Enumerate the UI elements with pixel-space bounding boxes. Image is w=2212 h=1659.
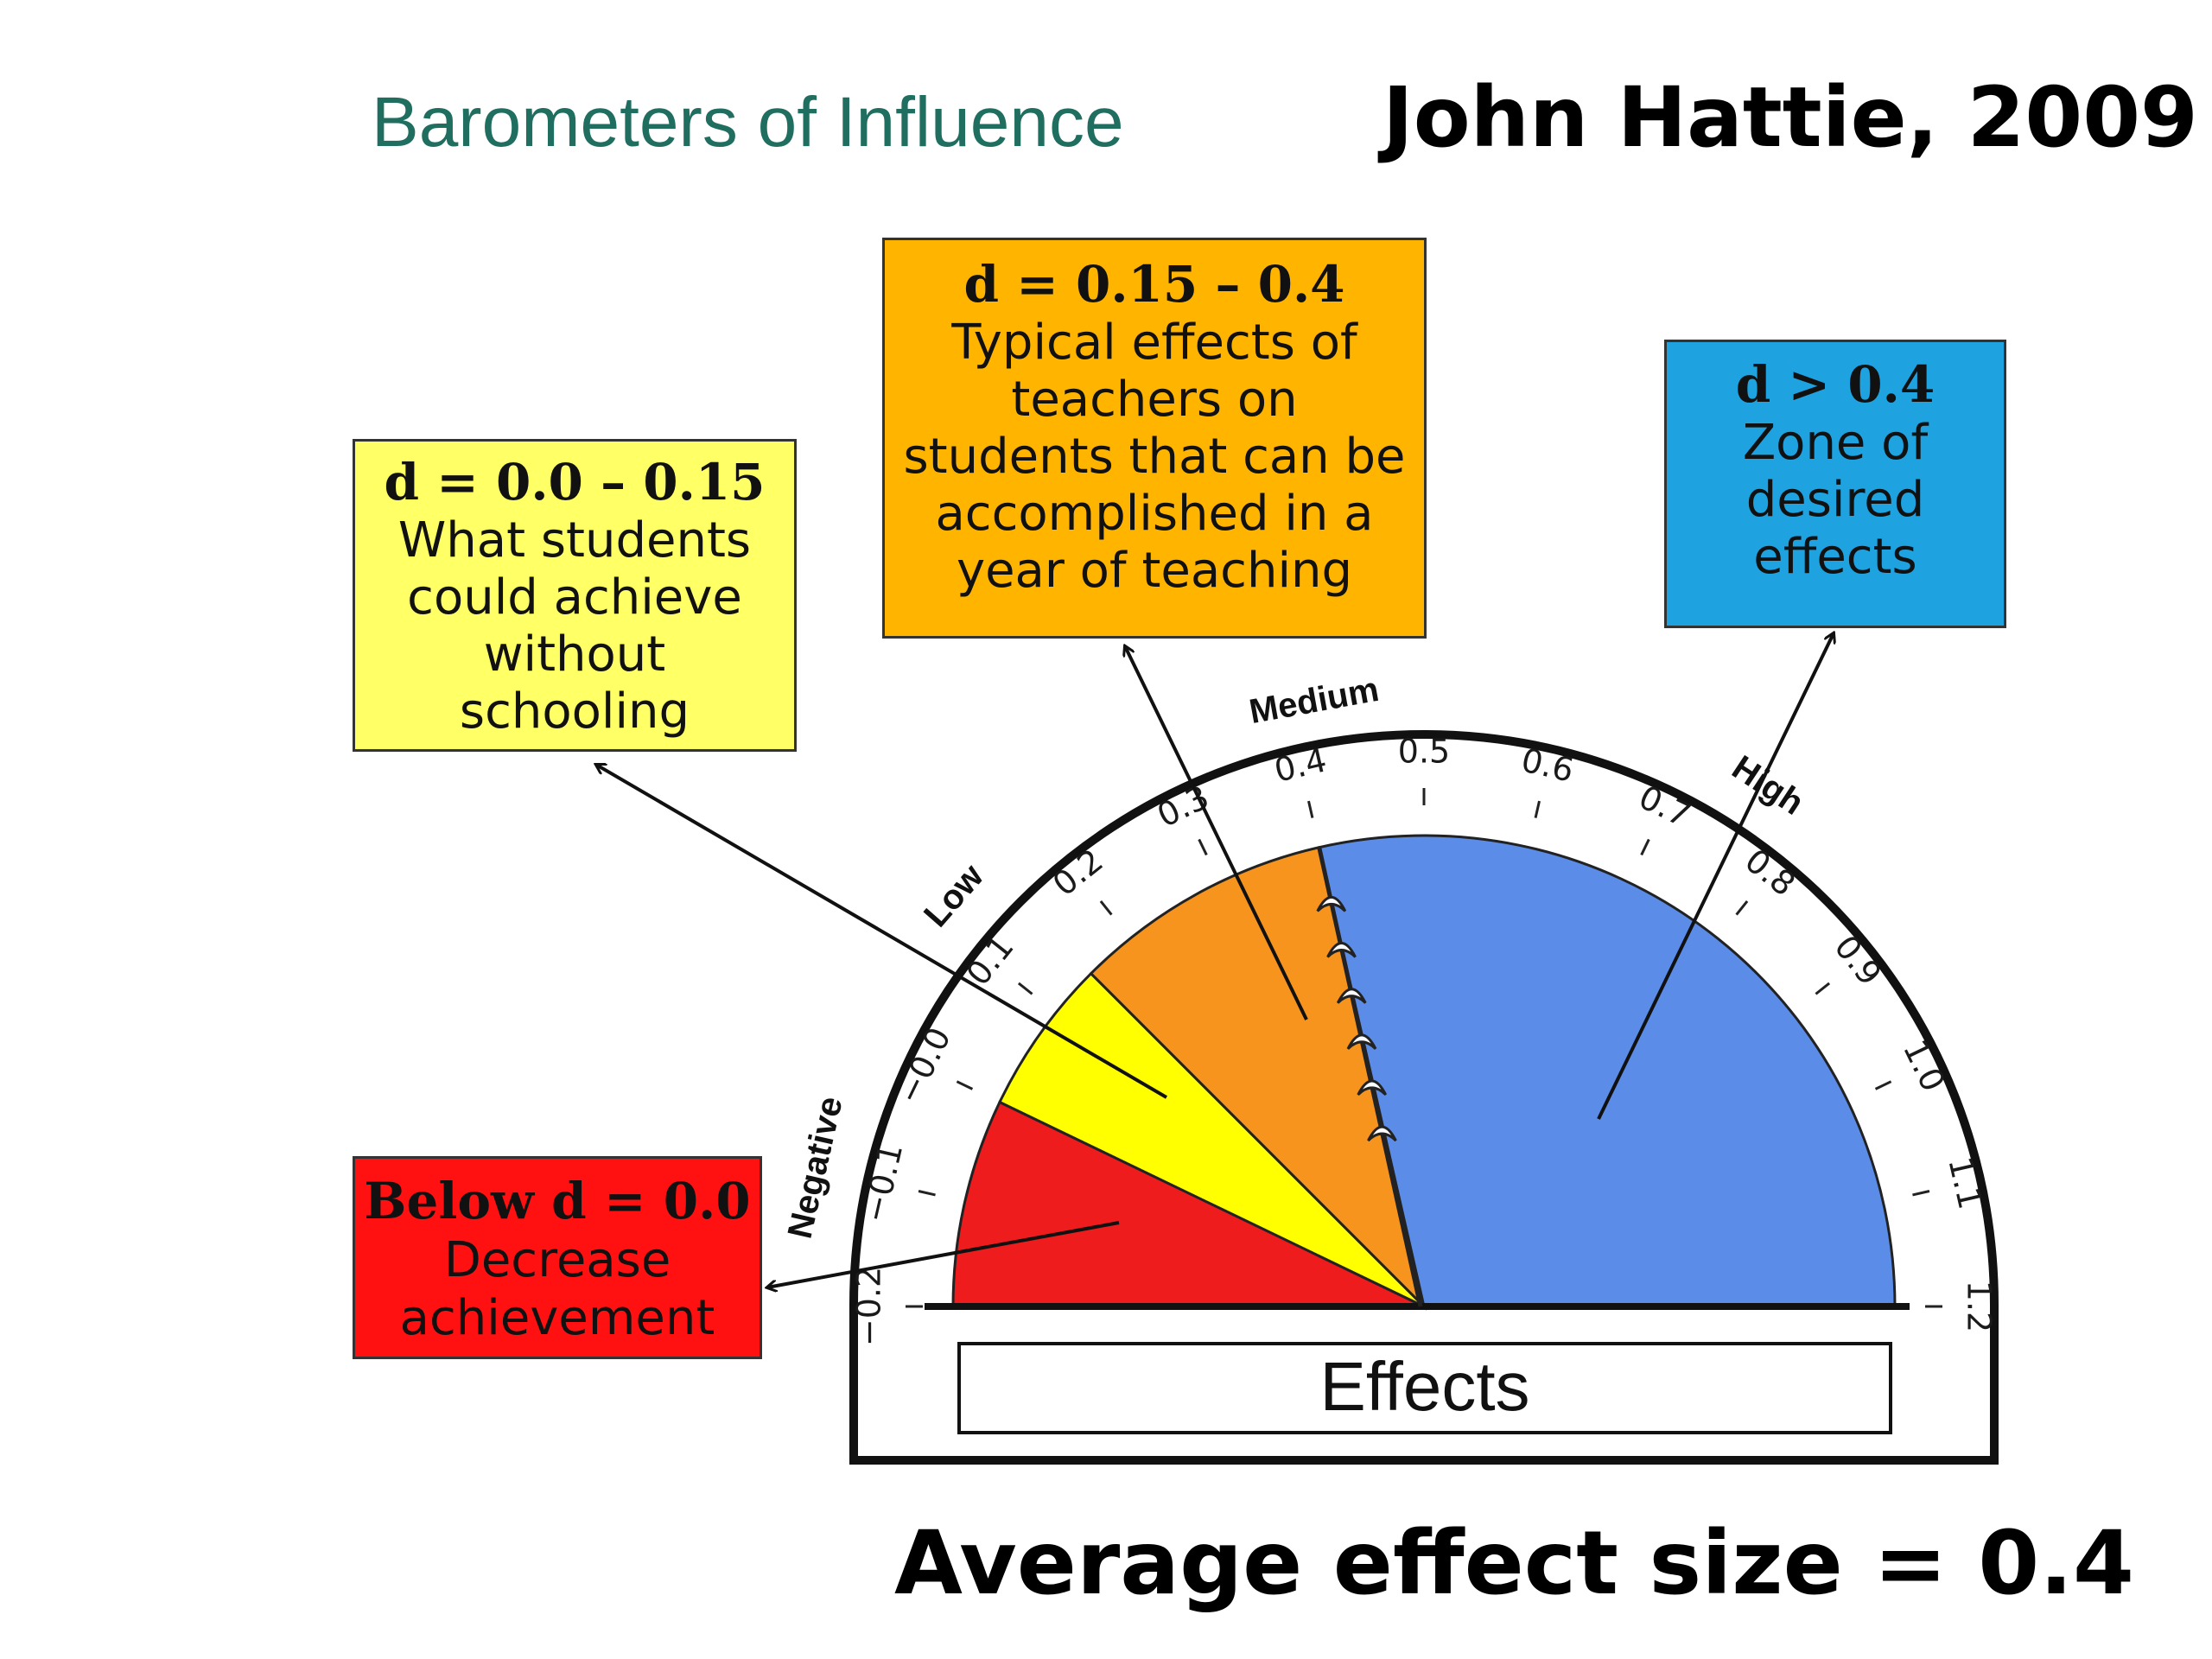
zone-box-desired-line-2: desired [1745,472,1925,528]
zone-box-low-line-1: What students [397,512,752,569]
gauge-tick-mark [1815,982,1831,995]
zone-box-desired-line-3: effects [1753,529,1917,585]
gauge-tick-mark [1912,1190,1930,1197]
zone-box-low-range: d = 0.0 – 0.15 [384,453,766,512]
average-pointer-line [1317,847,1423,1307]
zone-box-typical-line-3: students that can be [903,429,1406,485]
pointer-arc-marker [1316,895,1347,912]
pointer-arc-marker [1367,1125,1397,1142]
zone-label-negative: Negative [781,1093,850,1242]
gauge-segment-3 [1317,834,1897,1308]
effects-label: Effects [1319,1348,1529,1425]
gauge-tick-label: 1.2 [1961,1281,1999,1332]
page-title: Barometers of Influence [372,83,1124,162]
gauge-segment-1 [997,971,1426,1308]
gauge-tick-mark [1874,1080,1892,1090]
zone-box-low: d = 0.0 – 0.15 What students could achie… [353,439,797,752]
gauge-tick-mark [1534,800,1541,818]
author-citation: John Hattie, 2009 [1382,69,2198,166]
arrow-to-blue-box [1597,633,1834,1120]
arrow-to-yellow-box [596,765,1168,1099]
zone-box-typical-line-2: teachers on [1011,372,1298,428]
gauge-segment-0 [951,1100,1425,1308]
pointer-arc-marker [1326,942,1357,958]
gauge-tick-mark [1017,982,1033,995]
arrow-to-red-box [767,1221,1120,1287]
zone-box-desired-line-1: Zone of [1742,415,1929,471]
gauge-tick-mark [1640,838,1650,856]
zone-box-negative: Below d = 0.0 Decrease achievement [353,1156,762,1359]
arrow-to-orange-box [1125,646,1308,1020]
pointer-arc-marker [1357,1079,1388,1096]
zone-label-medium: Medium [1247,671,1382,731]
zone-box-typical: d = 0.15 – 0.4 Typical effects of teache… [882,238,1427,639]
gauge-tick-mark [1198,838,1208,856]
zone-box-low-line-2: could achieve [407,569,742,626]
zone-box-typical-line-4: accomplished in a [935,486,1374,542]
zone-box-negative-range: Below d = 0.0 [364,1172,751,1230]
gauge-tick-mark [1307,800,1314,818]
zone-box-low-line-3: without [483,626,666,683]
effects-label-box [957,1342,1892,1434]
average-pointer [1316,847,1423,1307]
gauge-segment-2 [1089,845,1427,1311]
zone-box-negative-text: Decrease achievement [399,1232,715,1346]
gauge-tick-mark [918,1190,936,1197]
zone-box-typical-range: d = 0.15 – 0.4 [963,255,1345,314]
zone-label-high: High [1726,748,1810,823]
zone-label-low: Low [917,856,991,934]
pointer-arc-marker [1346,1033,1377,1050]
gauge-tick-mark [956,1080,974,1090]
gauge-tick-label: −0.2 [850,1267,888,1346]
zone-box-typical-line-1: Typical effects of [951,315,1357,371]
gauge-segments [951,834,1897,1311]
zone-box-typical-line-5: year of teaching [956,543,1353,599]
gauge-tick-label: 0.5 [1398,733,1450,771]
zone-box-desired: d > 0.4 Zone of desired effects [1664,340,2006,628]
gauge-tick-mark [1099,899,1113,916]
gauge-tick-mark [1735,899,1749,916]
average-effect-caption: Average effect size = 0.4 [894,1512,2134,1615]
pointer-arc-marker [1336,988,1367,1004]
zone-box-low-line-4: schooling [459,683,690,740]
zone-box-desired-range: d > 0.4 [1735,355,1936,414]
